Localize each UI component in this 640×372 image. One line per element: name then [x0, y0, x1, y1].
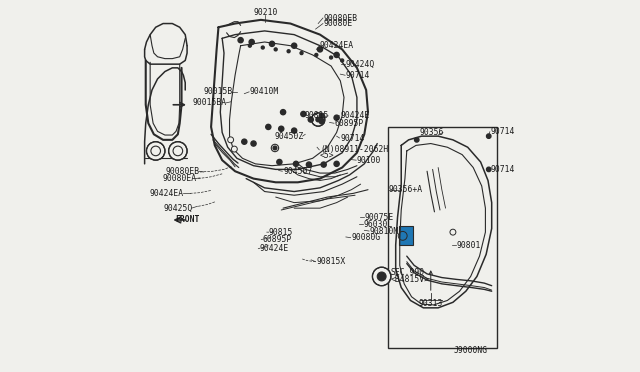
Text: 96030L: 96030L — [364, 219, 393, 228]
Text: 90424EA: 90424EA — [320, 41, 354, 50]
Text: 90815: 90815 — [305, 111, 329, 121]
Text: J9000NG: J9000NG — [454, 346, 488, 355]
Text: 904507: 904507 — [283, 167, 312, 176]
Text: 90424Q: 90424Q — [346, 60, 375, 69]
Bar — [388, 127, 497, 349]
Circle shape — [269, 41, 275, 46]
Circle shape — [228, 137, 234, 143]
Text: 60895P: 60895P — [263, 235, 292, 244]
Text: 90075E: 90075E — [364, 213, 394, 222]
Text: 90815X: 90815X — [316, 257, 346, 266]
Text: 90080EA: 90080EA — [162, 174, 196, 183]
Text: 90424E: 90424E — [340, 111, 369, 121]
Circle shape — [486, 167, 491, 171]
Text: 90356: 90356 — [419, 128, 444, 137]
Text: (N)08911-2062H: (N)08911-2062H — [320, 145, 388, 154]
Text: 90356+A: 90356+A — [388, 185, 422, 194]
Circle shape — [273, 146, 277, 150]
Circle shape — [280, 110, 285, 115]
Text: 90080EB: 90080EB — [166, 167, 200, 176]
Text: SEC.990: SEC.990 — [390, 268, 424, 277]
Circle shape — [319, 113, 324, 118]
Circle shape — [242, 139, 247, 144]
Circle shape — [301, 112, 306, 116]
Circle shape — [334, 161, 339, 166]
Text: 90080E: 90080E — [324, 19, 353, 28]
Circle shape — [251, 141, 256, 146]
Circle shape — [248, 44, 252, 47]
Circle shape — [377, 272, 386, 281]
Circle shape — [317, 47, 323, 52]
Text: 90714: 90714 — [346, 71, 370, 80]
Text: 90080EB: 90080EB — [324, 13, 358, 22]
Text: <B4815V>: <B4815V> — [390, 275, 429, 283]
Circle shape — [334, 52, 339, 58]
Circle shape — [312, 113, 324, 126]
Circle shape — [274, 48, 277, 51]
Text: 90714: 90714 — [340, 134, 365, 142]
Circle shape — [307, 162, 312, 167]
Text: 90450Z: 90450Z — [274, 132, 303, 141]
Circle shape — [321, 162, 326, 167]
Text: 90424EA: 90424EA — [149, 189, 184, 198]
Text: 60895P: 60895P — [335, 119, 364, 128]
Text: 90424E: 90424E — [259, 244, 289, 253]
Text: 90410M: 90410M — [250, 87, 279, 96]
Circle shape — [249, 39, 254, 45]
Circle shape — [372, 267, 391, 286]
Text: 90425Q: 90425Q — [163, 203, 193, 213]
Text: 90714: 90714 — [491, 165, 515, 174]
Circle shape — [287, 50, 290, 53]
Circle shape — [316, 117, 321, 122]
Circle shape — [293, 161, 299, 166]
Circle shape — [340, 59, 344, 62]
Circle shape — [308, 117, 314, 122]
Text: 90080G: 90080G — [351, 233, 381, 242]
Text: 90015BA: 90015BA — [193, 99, 227, 108]
Circle shape — [261, 46, 264, 49]
Circle shape — [415, 138, 419, 142]
Text: 90313: 90313 — [419, 299, 443, 308]
Circle shape — [486, 134, 491, 138]
Text: 90015B: 90015B — [204, 87, 233, 96]
Circle shape — [278, 126, 284, 131]
Circle shape — [277, 160, 282, 164]
Circle shape — [238, 38, 243, 43]
Circle shape — [292, 43, 297, 48]
Text: 90714: 90714 — [491, 127, 515, 136]
Text: 90100: 90100 — [357, 155, 381, 165]
Text: 90801: 90801 — [456, 241, 481, 250]
Circle shape — [232, 146, 237, 152]
Circle shape — [147, 142, 165, 160]
Circle shape — [334, 115, 339, 120]
Text: 90210: 90210 — [253, 8, 278, 17]
Circle shape — [168, 142, 187, 160]
Text: <5>: <5> — [320, 151, 335, 160]
Polygon shape — [407, 256, 492, 292]
Circle shape — [319, 119, 324, 124]
Bar — [399, 226, 413, 245]
Circle shape — [271, 144, 278, 152]
Circle shape — [300, 52, 303, 55]
Text: FRONT: FRONT — [175, 215, 200, 224]
Circle shape — [330, 56, 333, 59]
Circle shape — [292, 128, 297, 133]
Text: 90815: 90815 — [268, 228, 292, 237]
Circle shape — [315, 54, 318, 57]
Circle shape — [266, 124, 271, 129]
Text: 90810M: 90810M — [370, 227, 399, 235]
